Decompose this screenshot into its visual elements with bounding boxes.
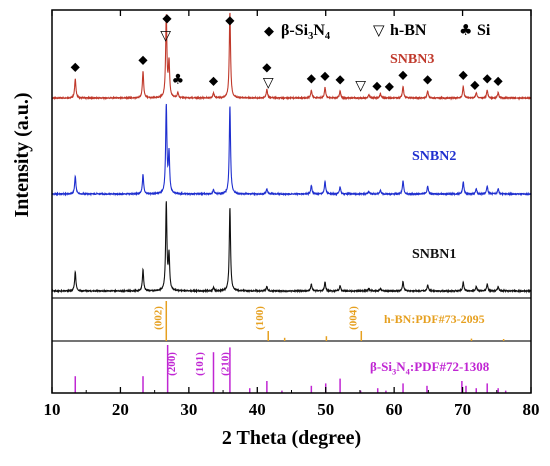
legend-hbn-label: h-BN: [390, 22, 427, 39]
legend-si3n4-label: β-Si3N4: [281, 22, 330, 42]
hbn-peak-marker: ▽: [160, 28, 171, 44]
si-peak-marker: ♣: [172, 72, 185, 88]
si3n4-peak-marker: ◆: [372, 79, 382, 93]
series-line-snbn2: [51, 103, 532, 197]
x-tick-label: 10: [44, 400, 61, 419]
si3n4-miller-index: (101): [194, 352, 206, 376]
x-tick-label: 20: [112, 400, 129, 419]
legend-si3n4-label-part: 4: [325, 31, 330, 42]
si3n4-peak-marker: ◆: [138, 52, 148, 66]
x-tick-label: 30: [180, 400, 197, 419]
hbn-reference-label: h-BN:PDF#73-2095: [384, 312, 485, 326]
si3n4-reference-label-part: :PDF#72-1308: [410, 359, 490, 374]
legend-si3n4-label-part: 3: [308, 31, 313, 42]
x-axis-label: 2 Theta (degree): [222, 427, 361, 449]
si3n4-peak-marker: ◆: [225, 13, 235, 27]
x-tick-label: 70: [454, 400, 471, 419]
legend-si-symbol: ♣: [459, 21, 472, 39]
series-label-snbn2: SNBN2: [412, 149, 456, 164]
si3n4-peak-marker: ◆: [335, 72, 345, 86]
hbn-miller-index: (002): [152, 306, 164, 330]
legend-si3n4-label-part: β-Si: [281, 22, 309, 39]
si3n4-peak-marker: ◆: [71, 60, 81, 74]
x-tick-label: 40: [249, 400, 266, 419]
si3n4-peak-marker: ◆: [459, 68, 469, 82]
si3n4-reference-label-part: 3: [392, 366, 396, 376]
hbn-peak-marker: ▽: [263, 75, 274, 91]
si3n4-reference-label: β-Si3N4:PDF#72-1308: [370, 359, 490, 376]
x-tick-label: 80: [523, 400, 540, 419]
si3n4-miller-index: (210): [219, 352, 231, 376]
si3n4-peak-marker: ◆: [209, 73, 219, 87]
y-axis-label: Intensity (a.u.): [11, 92, 33, 217]
si3n4-peak-marker: ◆: [470, 78, 480, 92]
legend-si3n4-symbol: ◆: [264, 24, 274, 39]
series-line-snbn1: [51, 201, 532, 294]
legend-si-label: Si: [477, 22, 491, 39]
si3n4-reference-label-part: 4: [406, 366, 411, 376]
si3n4-peak-marker: ◆: [494, 74, 504, 88]
series-label-snbn1: SNBN1: [412, 247, 456, 262]
x-tick-label: 50: [317, 400, 334, 419]
hbn-miller-index: (004): [347, 306, 359, 330]
si3n4-peak-marker: ◆: [307, 71, 317, 85]
hbn-miller-index: (100): [254, 306, 266, 330]
x-tick-label: 60: [386, 400, 403, 419]
si3n4-reference-label-part: β-Si: [370, 359, 392, 374]
si3n4-peak-marker: ◆: [483, 71, 493, 85]
legend-hbn-symbol: ▽: [373, 21, 385, 39]
si3n4-peak-marker: ◆: [162, 11, 172, 25]
legend-si3n4-label-part: N: [313, 22, 325, 39]
si3n4-peak-marker: ◆: [423, 72, 433, 86]
series-label-snbn3: SNBN3: [390, 52, 434, 67]
si3n4-peak-marker: ◆: [385, 79, 395, 93]
series-line-snbn3: [51, 12, 532, 101]
hbn-peak-marker: ▽: [355, 78, 366, 94]
si3n4-miller-index: (200): [166, 352, 178, 376]
si3n4-peak-marker: ◆: [398, 68, 408, 82]
si3n4-peak-marker: ◆: [320, 68, 330, 82]
si3n4-reference-label-part: N: [396, 359, 406, 374]
si3n4-peak-marker: ◆: [262, 60, 272, 74]
